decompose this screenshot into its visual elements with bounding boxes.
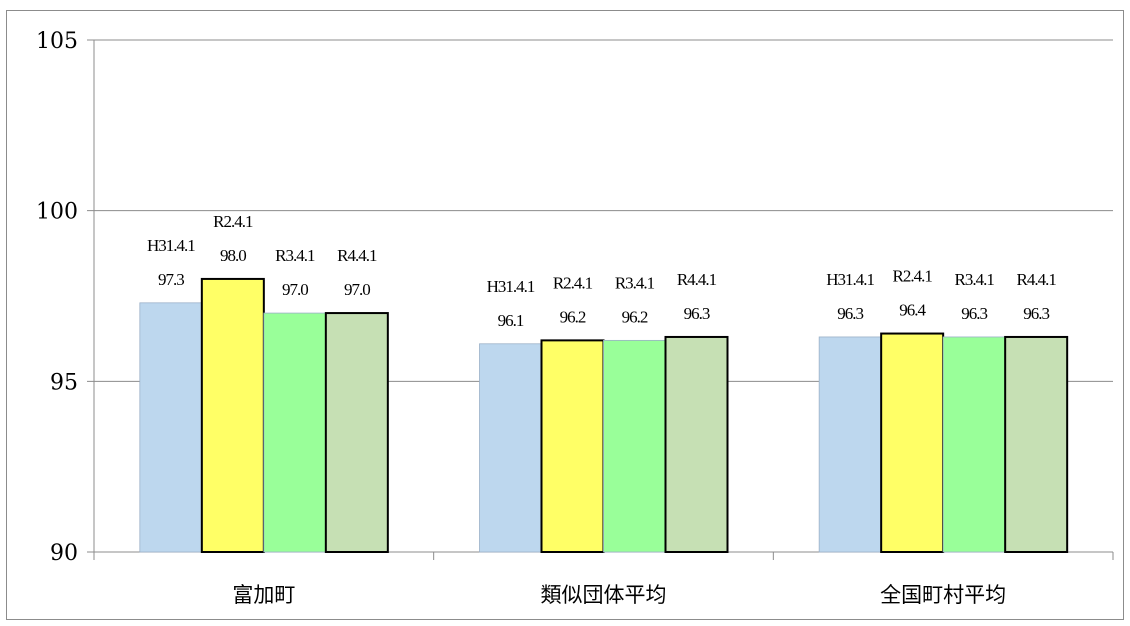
- bar-series-label: R4.4.1: [1016, 270, 1056, 289]
- bar-series-label: R2.4.1: [892, 267, 932, 286]
- bar-value-label: 97.3: [158, 270, 184, 289]
- bar-value-label: 96.3: [684, 304, 710, 323]
- bar-R4.4.1-類似団体平均: [664, 335, 729, 553]
- bar-series-label: R2.4.1: [553, 273, 593, 292]
- bar-R3.4.1-富加町: [263, 312, 327, 553]
- category-label: 全国町村平均: [880, 583, 1006, 607]
- bar-H31.4.1-富加町: [139, 302, 203, 553]
- bar-value-label: 96.3: [961, 304, 987, 323]
- y-tick-label: 95: [50, 370, 78, 395]
- bar-value-label: 96.4: [899, 301, 926, 320]
- bar-R2.4.1-類似団体平均: [540, 339, 605, 553]
- bar-series-label: R3.4.1: [275, 246, 315, 265]
- bar-value-label: 96.2: [560, 307, 586, 326]
- bar-series-label: H31.4.1: [826, 270, 874, 289]
- bar-value-label: 96.3: [837, 304, 863, 323]
- y-tick-label: 90: [50, 541, 78, 566]
- bar-series-label: R4.4.1: [337, 246, 377, 265]
- bar-value-label: 96.2: [622, 307, 648, 326]
- bar-R4.4.1-全国町村平均: [1004, 335, 1069, 553]
- category-label: 類似団体平均: [541, 583, 667, 607]
- bar-series-label: R3.4.1: [954, 270, 994, 289]
- bar-R4.4.1-富加町: [324, 312, 389, 554]
- bar-series-label: R3.4.1: [615, 273, 655, 292]
- bar-series-label: R2.4.1: [213, 212, 253, 231]
- bar-value-label: 96.1: [498, 311, 524, 330]
- bar-R2.4.1-富加町: [200, 277, 265, 553]
- bar-series-label: H31.4.1: [147, 236, 195, 255]
- bar-value-label: 97.0: [344, 280, 370, 299]
- y-tick-label: 105: [36, 29, 78, 54]
- bar-R3.4.1-類似団体平均: [603, 339, 666, 553]
- bar-series-label: H31.4.1: [487, 277, 535, 296]
- bar-value-label: 97.0: [282, 280, 308, 299]
- bar-value-label: 96.3: [1023, 304, 1049, 323]
- bar-R3.4.1-全国町村平均: [942, 336, 1006, 553]
- bar-value-label: 98.0: [220, 246, 246, 265]
- bar-H31.4.1-類似団体平均: [479, 343, 542, 553]
- y-tick-label: 100: [36, 200, 78, 225]
- category-label: 富加町: [232, 583, 295, 607]
- bar-series-label: R4.4.1: [677, 270, 717, 289]
- bar-R2.4.1-全国町村平均: [880, 332, 945, 553]
- bar-H31.4.1-全国町村平均: [818, 336, 882, 553]
